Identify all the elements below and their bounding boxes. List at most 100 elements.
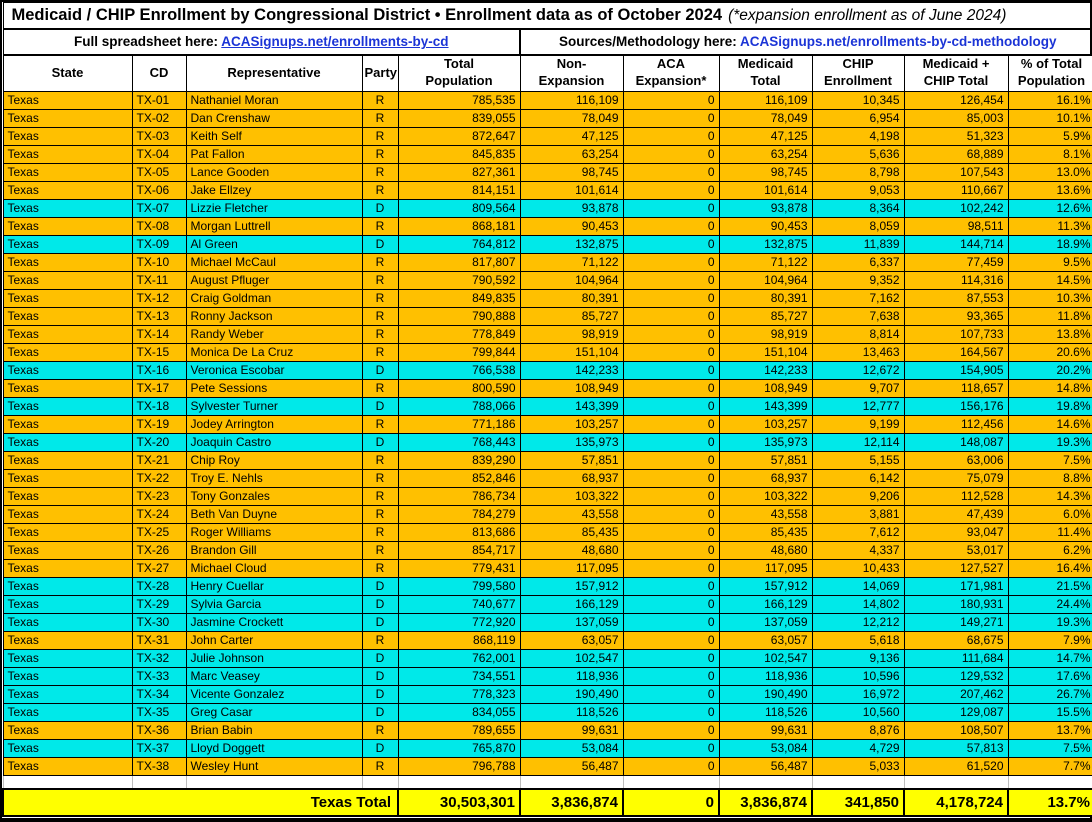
page-title-main: Medicaid / CHIP Enrollment by Congressio… xyxy=(11,5,723,24)
cell-total-population: 779,431 xyxy=(397,559,521,578)
district-row: Texas TX-02 Dan Crenshaw R 839,055 78,049 0 78,… xyxy=(2,109,1092,128)
cell-total-population: 849,835 xyxy=(397,289,521,308)
cell-pct-of-population: 11.4% xyxy=(1007,523,1092,542)
cell-cd: TX-09 xyxy=(131,235,187,254)
links-bar: Full spreadsheet here: ACASignups.net/en… xyxy=(2,28,1092,56)
cell-representative: Lizzie Fletcher xyxy=(185,199,363,218)
cell-party: R xyxy=(361,523,399,542)
cell-aca-expansion: 0 xyxy=(622,613,720,632)
cell-non-expansion: 56,487 xyxy=(519,757,624,776)
column-header-aca-expansion: ACA Expansion* xyxy=(622,54,720,92)
cell-cd: TX-13 xyxy=(131,307,187,326)
cell-chip-enrollment: 6,337 xyxy=(811,253,905,272)
cell-state: Texas xyxy=(2,433,133,452)
cell-party: D xyxy=(361,199,399,218)
cell-aca-expansion: 0 xyxy=(622,271,720,290)
cell-medicaid-total: 80,391 xyxy=(718,289,813,308)
total-cell-medicaid-chip-total: 4,178,724 xyxy=(903,787,1009,817)
cell-state: Texas xyxy=(2,685,133,704)
spacer-row xyxy=(2,775,1092,789)
cell-pct-of-population: 12.6% xyxy=(1007,199,1092,218)
cell-pct-of-population: 17.6% xyxy=(1007,667,1092,686)
cell-total-population: 872,647 xyxy=(397,127,521,146)
cell-chip-enrollment: 12,114 xyxy=(811,433,905,452)
cell-chip-enrollment: 10,560 xyxy=(811,703,905,722)
cell-cd: TX-14 xyxy=(131,325,187,344)
cell-state: Texas xyxy=(2,505,133,524)
district-row: Texas TX-12 Craig Goldman R 849,835 80,391 0 80… xyxy=(2,289,1092,308)
cell-total-population: 839,290 xyxy=(397,451,521,470)
cell-total-population: 799,844 xyxy=(397,343,521,362)
cell-total-population: 778,849 xyxy=(397,325,521,344)
cell-pct-of-population: 14.3% xyxy=(1007,487,1092,506)
cell-non-expansion: 48,680 xyxy=(519,541,624,560)
cell-state: Texas xyxy=(2,649,133,668)
cell-representative: Julie Johnson xyxy=(185,649,363,668)
methodology-label: Sources/Methodology here: xyxy=(558,34,737,49)
cell-representative: Monica De La Cruz xyxy=(185,343,363,362)
cell-representative: Jake Ellzey xyxy=(185,181,363,200)
cell-total-population: 827,361 xyxy=(397,163,521,182)
district-row: Texas TX-32 Julie Johnson D 762,001 102,547 0 1… xyxy=(2,649,1092,668)
cell-chip-enrollment: 8,814 xyxy=(811,325,905,344)
cell-state: Texas xyxy=(2,523,133,542)
cell-representative: Beth Van Duyne xyxy=(185,505,363,524)
district-row: Texas TX-07 Lizzie Fletcher D 809,564 93,878 0… xyxy=(2,199,1092,218)
cell-state: Texas xyxy=(2,361,133,380)
cell-party: R xyxy=(361,217,399,236)
cell-representative: Veronica Escobar xyxy=(185,361,363,380)
district-row: Texas TX-09 Al Green D 764,812 132,875 0 132,87… xyxy=(2,235,1092,254)
cell-medicaid-total: 118,936 xyxy=(718,667,813,686)
table-body: Texas TX-01 Nathaniel Moran R 785,535 116,109… xyxy=(2,91,1092,776)
total-row: Texas Total 30,503,301 3,836,874 0 3,836,87… xyxy=(2,787,1092,817)
cell-medicaid-total: 90,453 xyxy=(718,217,813,236)
full-spreadsheet-link[interactable]: ACASignups.net/enrollments-by-cd xyxy=(221,34,449,49)
cell-non-expansion: 68,937 xyxy=(519,469,624,488)
cell-medicaid-chip-total: 110,667 xyxy=(903,181,1009,200)
cell-non-expansion: 108,949 xyxy=(519,379,624,398)
cell-aca-expansion: 0 xyxy=(622,235,720,254)
cell-state: Texas xyxy=(2,343,133,362)
district-row: Texas TX-27 Michael Cloud R 779,431 117,095 0 1… xyxy=(2,559,1092,578)
cell-state: Texas xyxy=(2,307,133,326)
cell-representative: Michael Cloud xyxy=(185,559,363,578)
page-title: Medicaid / CHIP Enrollment by Congressio… xyxy=(2,2,1092,30)
cell-medicaid-chip-total: 102,242 xyxy=(903,199,1009,218)
cell-total-population: 765,870 xyxy=(397,739,521,758)
total-cell-medicaid-total: 3,836,874 xyxy=(718,787,813,817)
cell-chip-enrollment: 14,802 xyxy=(811,595,905,614)
district-row: Texas TX-13 Ronny Jackson R 790,888 85,727 0 85… xyxy=(2,307,1092,326)
cell-chip-enrollment: 12,777 xyxy=(811,397,905,416)
cell-state: Texas xyxy=(2,397,133,416)
cell-pct-of-population: 11.3% xyxy=(1007,217,1092,236)
cell-cd: TX-04 xyxy=(131,145,187,164)
cell-party: D xyxy=(361,613,399,632)
total-label: Texas Total xyxy=(2,787,399,817)
cell-chip-enrollment: 9,053 xyxy=(811,181,905,200)
cell-representative: Craig Goldman xyxy=(185,289,363,308)
cell-pct-of-population: 14.8% xyxy=(1007,379,1092,398)
cell-party: R xyxy=(361,289,399,308)
methodology-link[interactable]: ACASignups.net/enrollments-by-cd-methodo… xyxy=(740,34,1057,49)
cell-pct-of-population: 14.7% xyxy=(1007,649,1092,668)
cell-pct-of-population: 9.5% xyxy=(1007,253,1092,272)
district-row: Texas TX-15 Monica De La Cruz R 799,844 151,1… xyxy=(2,343,1092,362)
cell-non-expansion: 137,059 xyxy=(519,613,624,632)
cell-state: Texas xyxy=(2,703,133,722)
district-row: Texas TX-31 John Carter R 868,119 63,057 0 63,0… xyxy=(2,631,1092,650)
cell-non-expansion: 102,547 xyxy=(519,649,624,668)
cell-aca-expansion: 0 xyxy=(622,541,720,560)
cell-party: D xyxy=(361,667,399,686)
cell-total-population: 768,443 xyxy=(397,433,521,452)
cell-representative: Pat Fallon xyxy=(185,145,363,164)
cell-state: Texas xyxy=(2,253,133,272)
cell-aca-expansion: 0 xyxy=(622,469,720,488)
cell-total-population: 796,788 xyxy=(397,757,521,776)
district-row: Texas TX-10 Michael McCaul R 817,807 71,122 0 7… xyxy=(2,253,1092,272)
cell-aca-expansion: 0 xyxy=(622,181,720,200)
district-row: Texas TX-16 Veronica Escobar D 766,538 142,23… xyxy=(2,361,1092,380)
cell-cd: TX-29 xyxy=(131,595,187,614)
spacer-cell xyxy=(718,775,813,789)
cell-party: D xyxy=(361,577,399,596)
